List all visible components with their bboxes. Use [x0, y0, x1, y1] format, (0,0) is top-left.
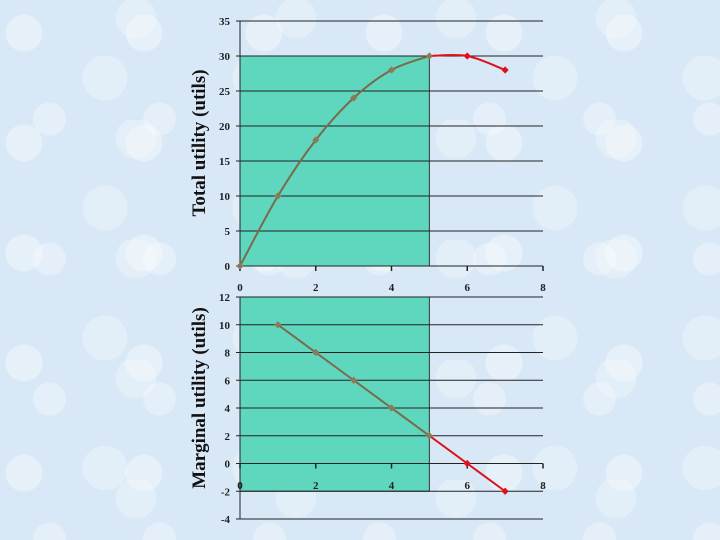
y-tick-label: 35: [219, 16, 231, 28]
y-tick-label: 8: [225, 348, 231, 360]
marginal-utility-chart: -4 -2 0 2 4 6 8 10 12 0 2 4 6 8 Marginal utility (util…: [189, 292, 546, 526]
y-tick-label: 5: [225, 226, 231, 238]
data-point: [463, 459, 471, 468]
y-tick-label: 0: [225, 459, 231, 471]
x-tick-label: 2: [313, 480, 319, 492]
data-point: [312, 136, 320, 144]
total-utility-chart: 0 5 10 15 20 25 30 35 0 2 4 6 8 Total utility (utils): [189, 16, 546, 294]
data-point: [425, 52, 433, 60]
data-point: [312, 348, 320, 357]
y-tick-label: 12: [219, 292, 231, 304]
x-tick-label: 8: [540, 480, 546, 492]
y-axis-title: Total utility (utils): [189, 69, 210, 216]
y-tick-label: 6: [225, 375, 231, 387]
data-point: [463, 52, 471, 60]
data-point: [350, 376, 358, 384]
y-tick-label: 25: [219, 86, 231, 98]
x-tick-label: 6: [465, 282, 471, 294]
shaded-area: [239, 296, 430, 492]
data-point: [274, 192, 282, 200]
data-point: [387, 404, 396, 412]
x-tick-label: 4: [389, 282, 395, 294]
y-tick-label: -2: [221, 486, 231, 498]
data-point: [501, 66, 509, 74]
y-tick-label: -4: [221, 514, 231, 526]
x-tick-label: 2: [313, 282, 319, 294]
y-tick-label: 0: [225, 261, 231, 273]
x-tick-label: 6: [465, 480, 471, 492]
y-tick-label: 30: [219, 51, 231, 63]
y-tick-label: 10: [219, 320, 231, 332]
data-point: [387, 66, 396, 74]
y-tick-label: 2: [225, 431, 231, 443]
y-tick-label: 10: [219, 191, 231, 203]
data-point: [350, 94, 358, 102]
x-tick-label: 8: [540, 282, 546, 294]
data-point: [425, 432, 433, 440]
data-point: [274, 321, 282, 329]
y-tick-label: 15: [219, 156, 231, 168]
y-tick-label: 4: [225, 403, 231, 415]
y-tick-label: 20: [219, 121, 231, 133]
x-tick-label: 0: [237, 282, 243, 294]
data-point: [236, 262, 244, 270]
data-point: [501, 487, 509, 495]
x-tick-label: 4: [389, 480, 395, 492]
x-tick-label: 0: [237, 480, 243, 492]
y-axis-title: Marginal utility (utils): [189, 307, 210, 489]
